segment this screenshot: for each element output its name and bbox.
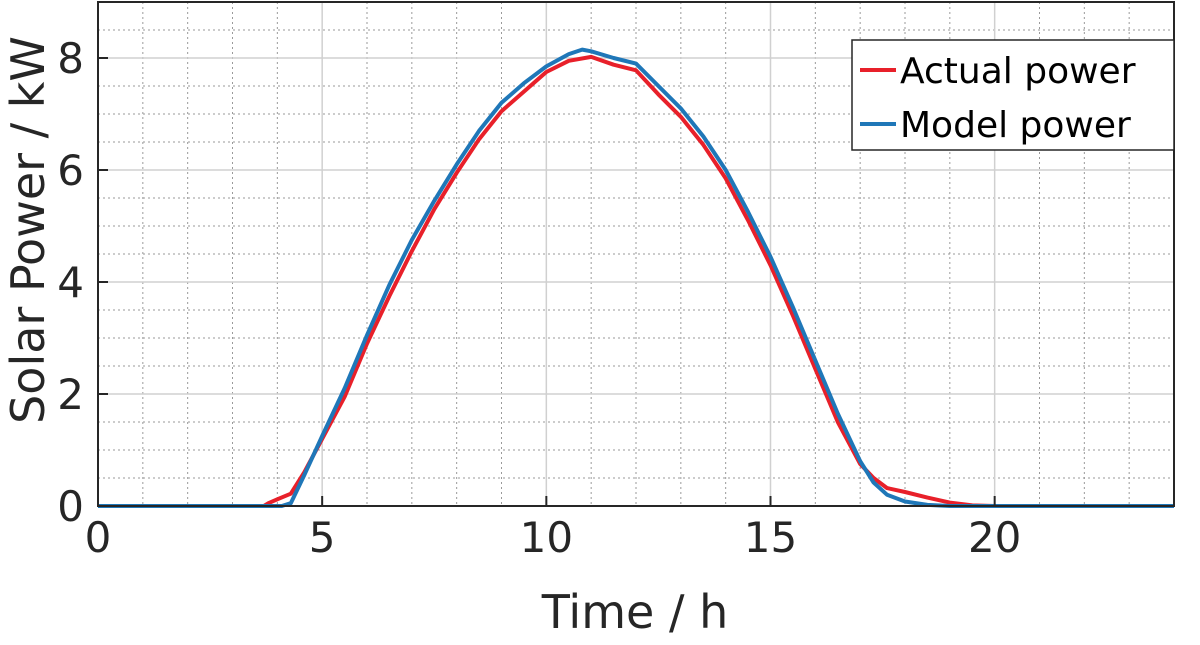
- y-tick-label: 0: [57, 482, 84, 531]
- series-layer: [98, 47, 1174, 508]
- legend-label-model: Model power: [900, 105, 1131, 146]
- plot-frame: [97, 1, 1175, 507]
- y-tick-label: 4: [57, 258, 84, 307]
- series-line-model-power: [98, 47, 1174, 508]
- x-tick-label: 15: [744, 513, 797, 562]
- tick-layer: 0 5 10 15 20 0 2 4 6 8: [57, 34, 1021, 562]
- legend-label-actual: Actual power: [900, 51, 1136, 92]
- y-tick-label: 6: [57, 146, 84, 195]
- x-tick-label: 5: [309, 513, 336, 562]
- legend: Actual power Model power: [851, 39, 1175, 151]
- x-tick-label: 0: [85, 513, 112, 562]
- y-axis-label: Solar Power / kW: [1, 36, 55, 424]
- y-tick-label: 8: [57, 34, 84, 83]
- y-tick-label: 2: [57, 370, 84, 419]
- x-tick-label: 20: [968, 513, 1021, 562]
- x-axis-label: Time / h: [541, 585, 728, 639]
- x-tick-label: 10: [520, 513, 573, 562]
- legend-box: [851, 39, 1175, 151]
